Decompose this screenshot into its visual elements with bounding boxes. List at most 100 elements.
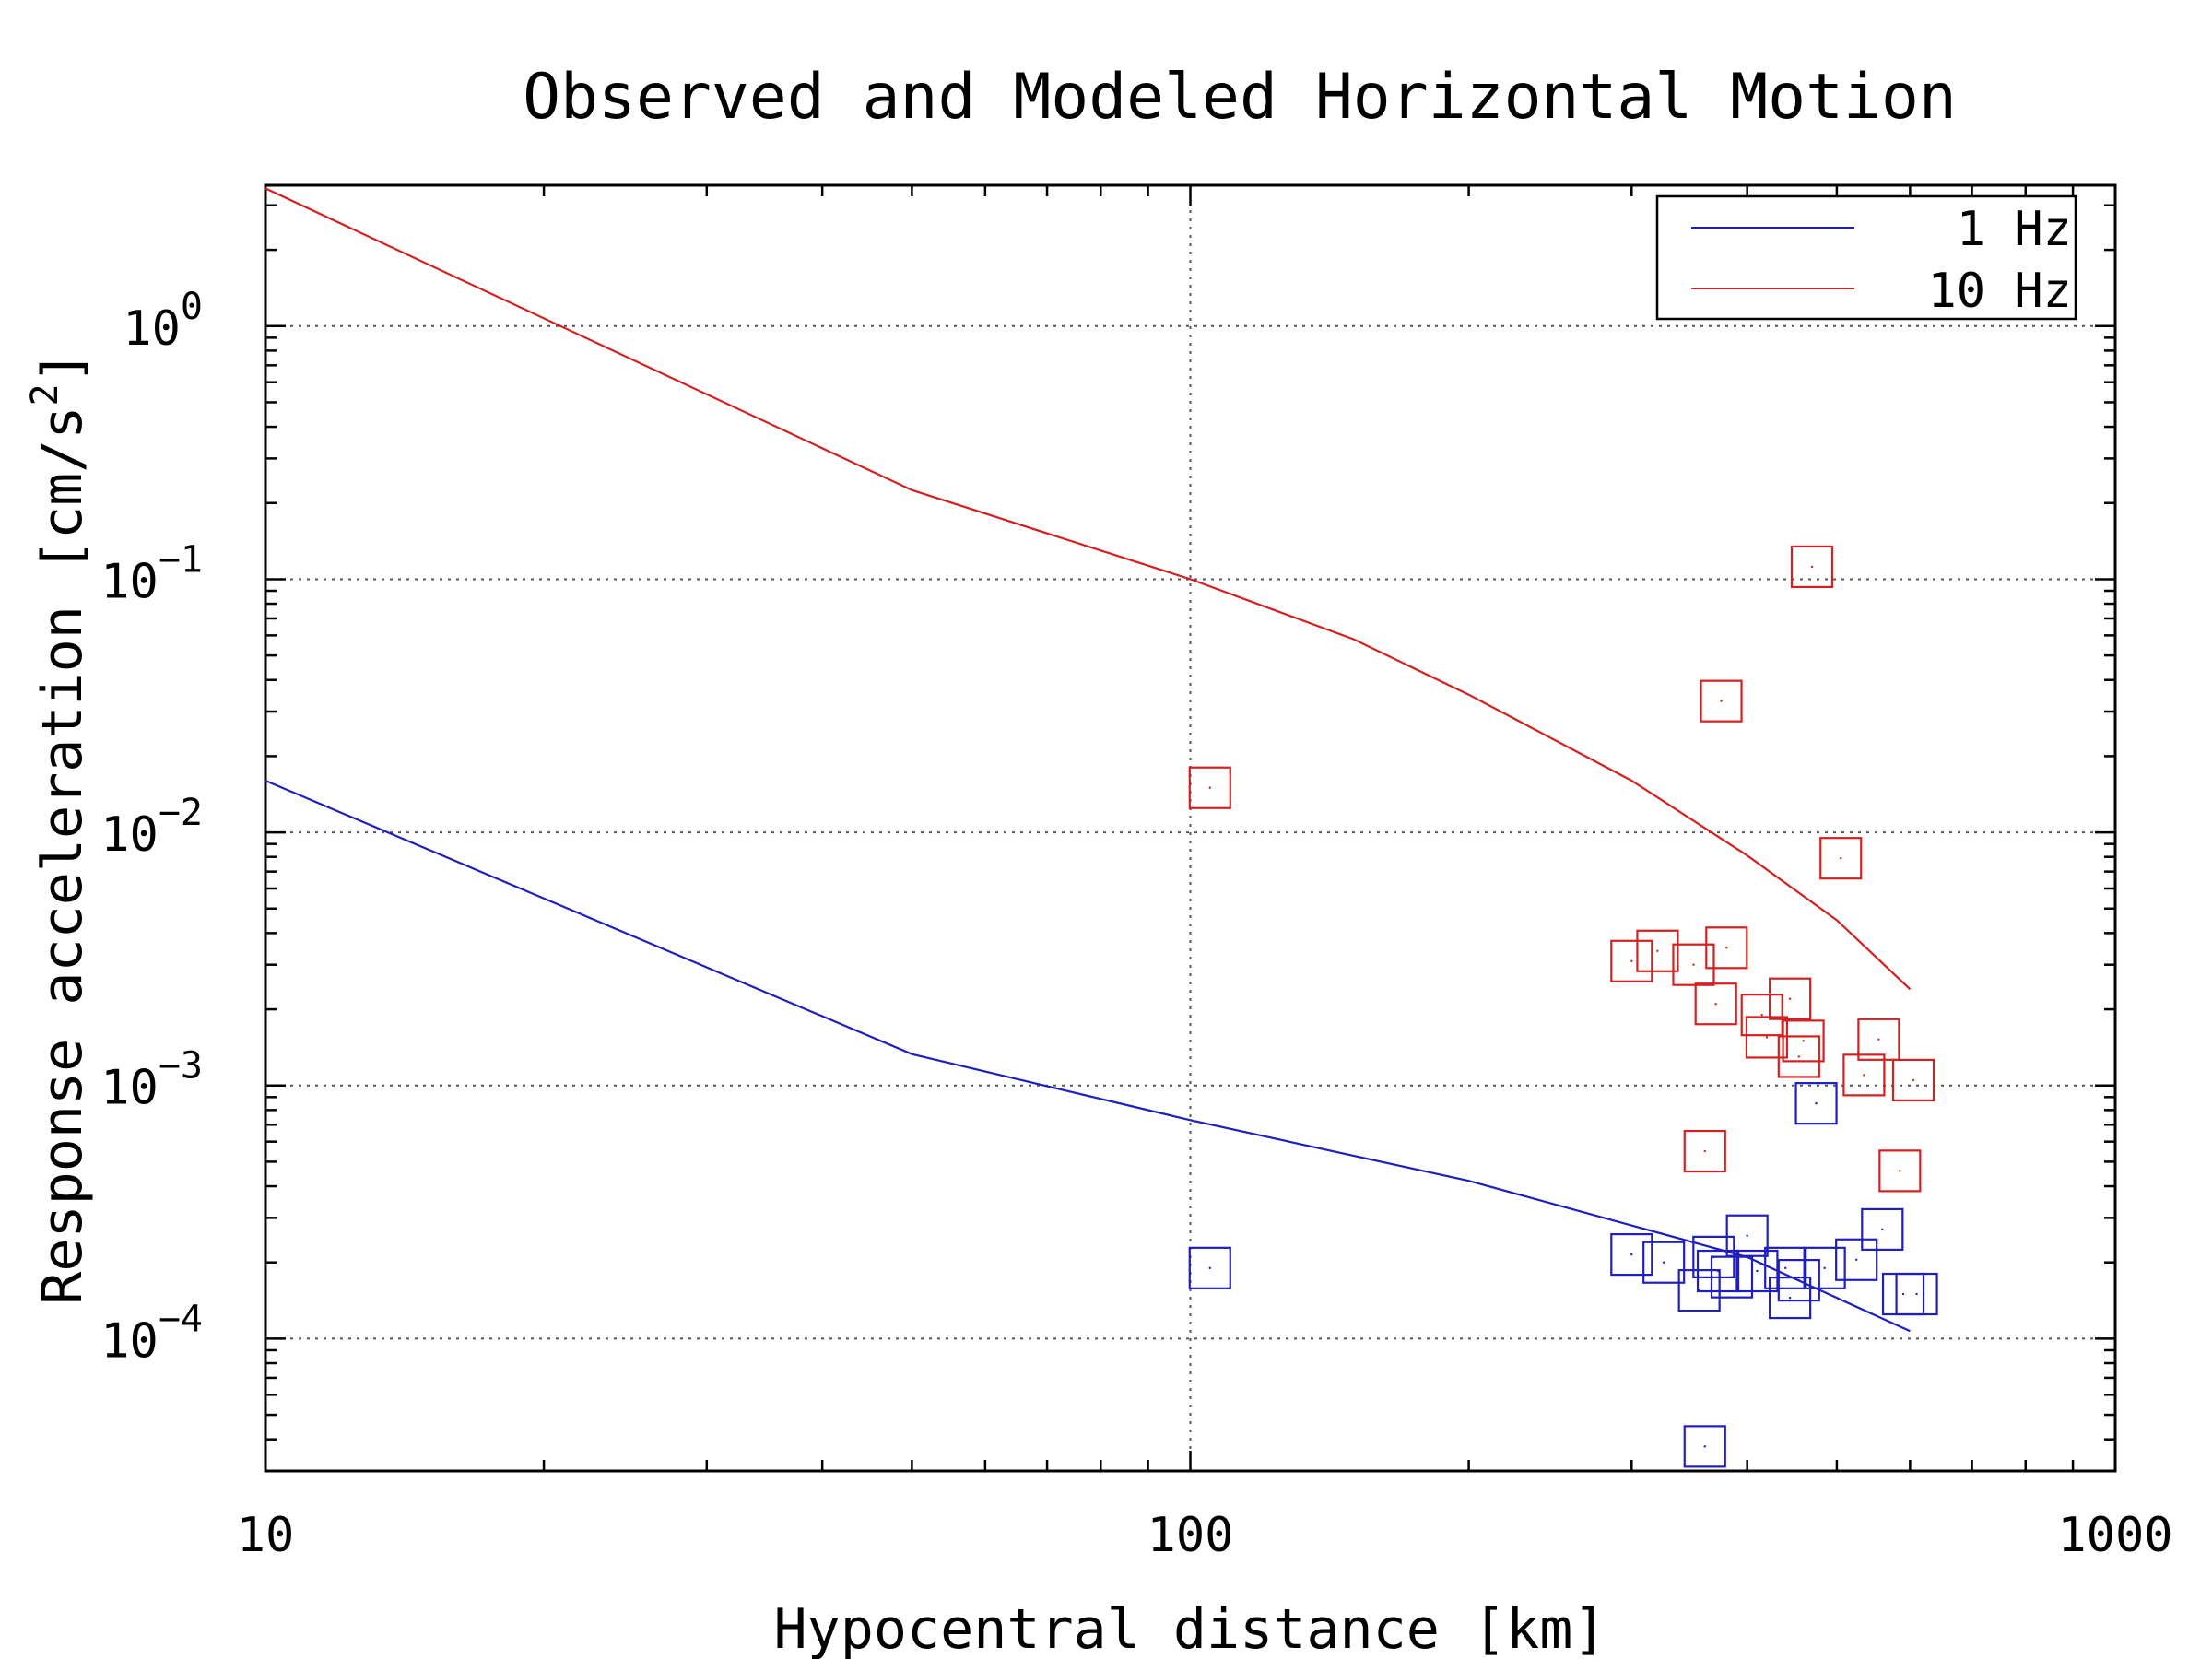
observation-point-1hz [1788, 1296, 1792, 1300]
observation-point-1hz [1901, 1292, 1905, 1296]
y-axis-label-exponent: 2 [24, 383, 66, 406]
observation-point-1hz [1703, 1445, 1706, 1448]
observation-marker-10hz [1683, 1129, 1726, 1173]
chart-title: Observed and Modeled Horizontal Motion [523, 61, 1957, 134]
observation-point-1hz [1630, 1253, 1633, 1256]
observation-point-10hz [1802, 1040, 1805, 1042]
x-tick-labels: 10 100 1000 [237, 1508, 2173, 1563]
y-axis-label: Response acceleration [cm/s2] [24, 350, 95, 1305]
y-tick-base: 10 [100, 1313, 159, 1369]
y-tick-base: 10 [100, 554, 159, 609]
observation-point-1hz [1854, 1258, 1858, 1261]
y-tick-base: 10 [123, 301, 181, 357]
observation-marker-1hz [1725, 1214, 1769, 1257]
x-axis-label: Hypocentral distance [km] [773, 1597, 1606, 1659]
observation-point-10hz [1656, 949, 1659, 952]
observation-marker-10hz [1672, 943, 1715, 986]
observation-marker-10hz [1842, 1053, 1886, 1097]
observation-marker-1hz [1803, 1246, 1846, 1289]
observation-markers [1188, 545, 1938, 1468]
legend-label-10hz: 10 Hz [1927, 264, 2072, 319]
y-tick-exponent: −1 [159, 538, 203, 581]
model-lines [265, 187, 1912, 1333]
y-axis-label-base: Response acceleration [cm/s [30, 406, 95, 1304]
observation-point-10hz [1810, 565, 1814, 569]
observation-marker-10hz [1819, 837, 1863, 880]
plot-area [264, 183, 2117, 1473]
observation-marker-10hz [1188, 766, 1231, 809]
observation-marker-1hz [1610, 1232, 1653, 1277]
observation-point-10hz [1714, 1003, 1717, 1006]
observation-marker-1hz [1696, 1249, 1740, 1293]
y-tick-label-4: 10−4 [100, 1298, 203, 1369]
y-axis-label-end: ] [30, 350, 95, 383]
observation-marker-10hz [1777, 1035, 1820, 1078]
observation-marker-1hz [1777, 1258, 1820, 1302]
observation-point-1hz [1208, 1266, 1211, 1270]
observation-point-10hz [1765, 1036, 1769, 1039]
observation-point-10hz [1863, 1074, 1865, 1077]
observation-point-10hz [1840, 857, 1842, 860]
observation-point-10hz [1208, 786, 1211, 789]
observation-marker-10hz [1857, 1018, 1900, 1061]
observation-point-10hz [1725, 947, 1728, 949]
observation-marker-10hz [1782, 1019, 1825, 1063]
observation-marker-1hz [1188, 1246, 1231, 1289]
observation-point-1hz [1823, 1266, 1826, 1270]
observation-point-10hz [1788, 997, 1792, 1000]
observation-point-10hz [1877, 1038, 1880, 1041]
observation-point-1hz [1915, 1292, 1918, 1296]
observation-point-1hz [1730, 1276, 1734, 1278]
y-tick-label-2: 10−2 [100, 792, 203, 863]
observation-marker-10hz [1891, 1058, 1936, 1102]
observation-point-10hz [1703, 1149, 1706, 1153]
plot-frame [264, 183, 2117, 1473]
x-tick-label-2: 1000 [2057, 1508, 2172, 1563]
legend: 1 Hz 10 Hz [1655, 194, 2077, 321]
observation-marker-1hz [1861, 1207, 1904, 1252]
y-tick-exponent: 0 [181, 286, 203, 328]
observation-marker-1hz [1895, 1272, 1938, 1316]
observation-point-1hz [1716, 1269, 1720, 1273]
observation-marker-10hz [1790, 545, 1834, 589]
observation-marker-1hz [1794, 1082, 1838, 1125]
observation-point-10hz [1760, 1013, 1763, 1017]
observation-point-1hz [1756, 1269, 1759, 1273]
observation-point-1hz [1784, 1266, 1787, 1270]
observation-marker-1hz [1764, 1246, 1807, 1289]
y-tick-label-1: 10−1 [100, 538, 203, 609]
observation-marker-10hz [1705, 926, 1748, 970]
observation-marker-1hz [1642, 1241, 1686, 1284]
observation-point-1hz [1662, 1261, 1665, 1264]
observation-marker-10hz [1878, 1149, 1922, 1193]
y-tick-base: 10 [100, 1061, 159, 1116]
y-tick-label-0: 100 [123, 286, 203, 357]
observation-point-1hz [1815, 1101, 1818, 1105]
observation-marker-1hz [1735, 1249, 1779, 1293]
observation-point-1hz [1881, 1228, 1884, 1231]
observation-marker-10hz [1700, 679, 1743, 723]
legend-box [1655, 194, 2077, 321]
observation-marker-1hz [1683, 1425, 1726, 1468]
observation-point-10hz [1720, 700, 1723, 702]
observation-marker-10hz [1769, 977, 1812, 1020]
observation-point-10hz [1797, 1055, 1801, 1058]
observation-point-10hz [1692, 963, 1695, 966]
y-tick-base: 10 [100, 807, 159, 863]
y-tick-exponent: −3 [159, 1045, 203, 1088]
observation-point-10hz [1912, 1078, 1915, 1082]
x-tick-label-1: 100 [1147, 1508, 1234, 1563]
observation-point-10hz [1630, 959, 1633, 962]
observation-marker-10hz [1694, 982, 1737, 1026]
observation-marker-10hz [1610, 939, 1653, 982]
observation-point-10hz [1899, 1170, 1901, 1172]
observation-point-1hz [1746, 1234, 1748, 1237]
observation-marker-1hz [1769, 1276, 1812, 1320]
observation-marker-10hz [1740, 994, 1783, 1037]
y-tick-exponent: −4 [159, 1298, 203, 1340]
observation-point-1hz [1797, 1278, 1801, 1282]
model-line-10hz [265, 187, 1912, 991]
y-tick-exponent: −2 [159, 792, 203, 834]
